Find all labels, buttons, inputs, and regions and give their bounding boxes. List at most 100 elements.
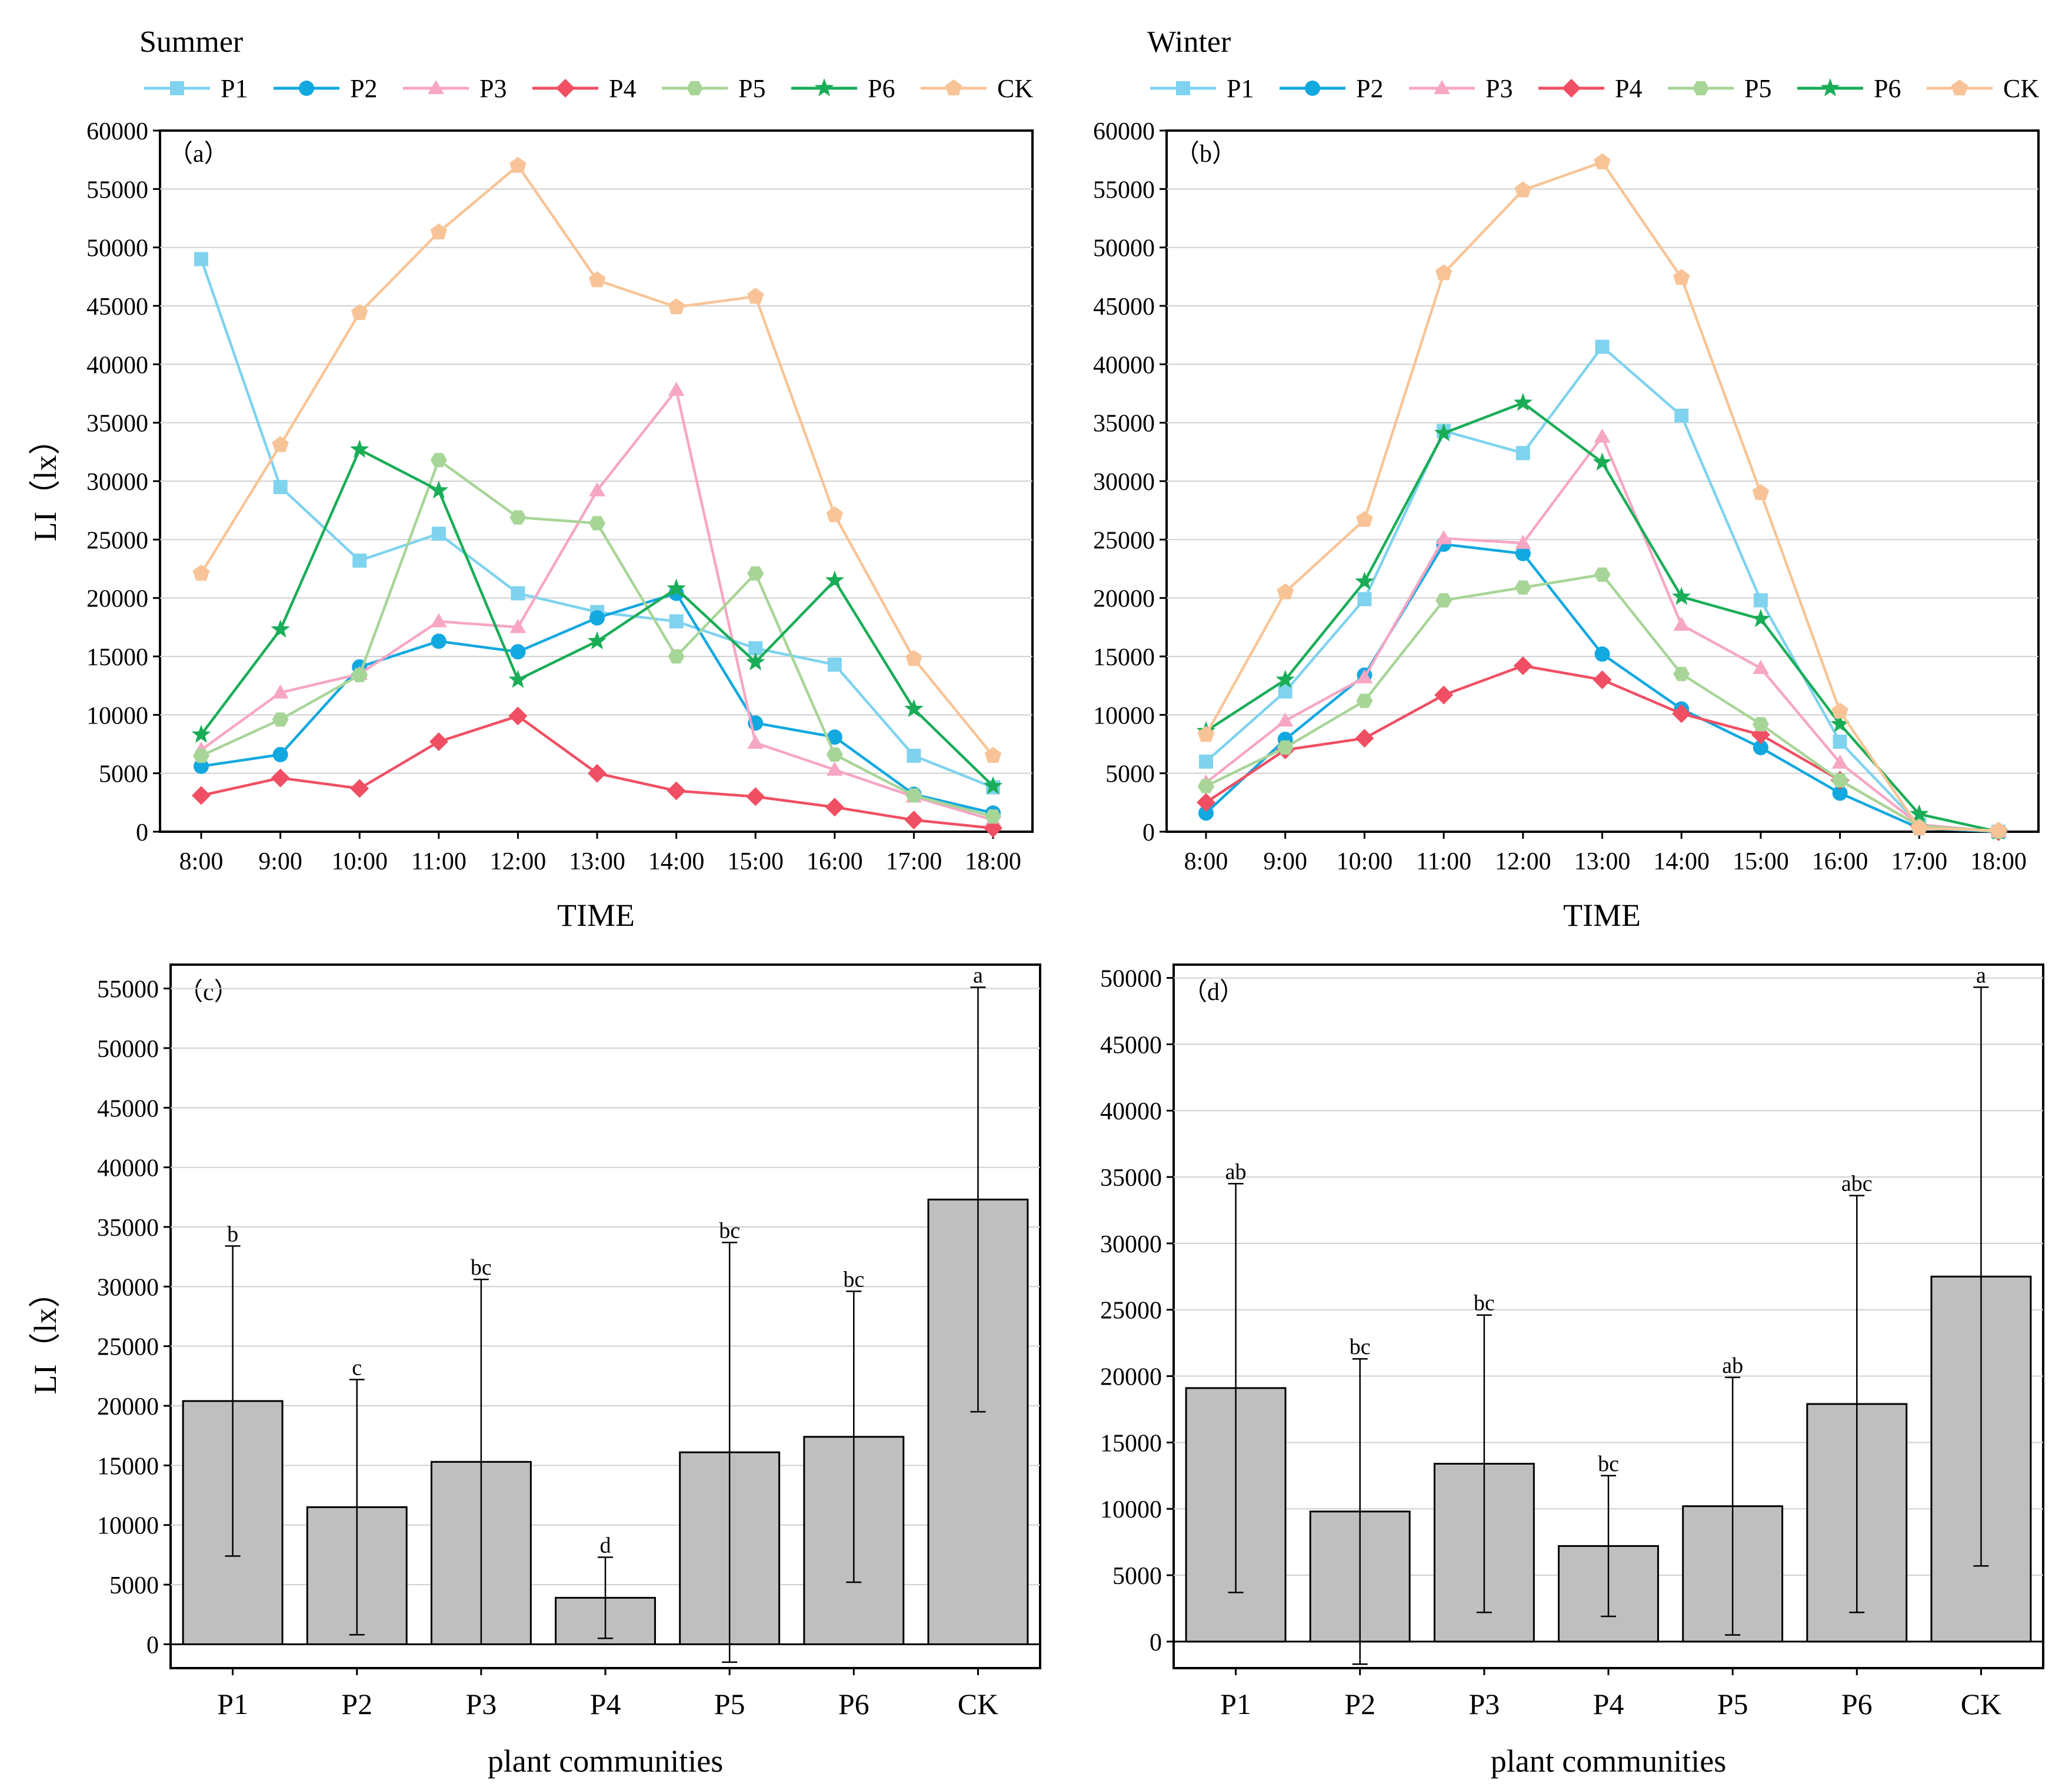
significance-letter: abc bbox=[1841, 1172, 1873, 1196]
legend-marker bbox=[687, 81, 703, 96]
series-p1 bbox=[1199, 339, 2006, 839]
bar-p5: ab bbox=[1682, 1353, 1784, 1643]
bar-ck: a bbox=[927, 963, 1029, 1645]
data-point bbox=[1753, 593, 1768, 608]
data-point bbox=[746, 652, 765, 671]
summer-line-chart: （a） TIME LI（lx） 0 5000 10000 15000 20000 2500… bbox=[28, 118, 1034, 933]
data-point bbox=[193, 748, 209, 763]
data-point bbox=[273, 479, 288, 494]
legend-marker bbox=[1693, 81, 1709, 96]
data-point bbox=[1355, 729, 1374, 748]
y-tick-label: 10000 bbox=[97, 1513, 159, 1540]
data-point bbox=[588, 271, 606, 288]
data-point bbox=[827, 729, 842, 745]
data-point bbox=[825, 798, 844, 817]
x-tick-label: 9:00 bbox=[1263, 848, 1307, 875]
legend-label: P4 bbox=[609, 74, 636, 103]
legend-label: CK bbox=[997, 74, 1033, 103]
y-tick-label: 10000 bbox=[1093, 702, 1155, 729]
summer-title: Summer bbox=[139, 25, 243, 59]
x-tick-label: 13:00 bbox=[1574, 848, 1631, 875]
legend-item-p2: P2 bbox=[1280, 74, 1383, 103]
legend-item-p5: P5 bbox=[1668, 74, 1771, 103]
winter-legend: P1 P2 P3 P4 P5 P6 CK bbox=[1150, 74, 2039, 103]
data-point bbox=[1832, 785, 1848, 801]
data-point bbox=[1831, 754, 1848, 769]
panel-label: （b） bbox=[1175, 141, 1237, 168]
data-point bbox=[509, 510, 527, 525]
y-tick-label: 30000 bbox=[1100, 1231, 1162, 1258]
x-tick-label: 10:00 bbox=[1337, 848, 1393, 875]
bar-p3: bc bbox=[1433, 1291, 1535, 1643]
legend-label: P6 bbox=[1874, 74, 1901, 103]
data-point bbox=[1275, 669, 1295, 688]
data-point bbox=[1753, 739, 1768, 755]
legend-item-ck: CK bbox=[1927, 74, 2039, 103]
data-point bbox=[1911, 819, 1928, 836]
data-point bbox=[352, 553, 367, 568]
x-tick-label: P2 bbox=[341, 1688, 372, 1720]
data-point bbox=[509, 619, 527, 633]
x-tick-label: 18:00 bbox=[965, 848, 1021, 875]
significance-letter: a bbox=[1976, 963, 1986, 988]
x-tick-label: 12:00 bbox=[490, 848, 547, 875]
data-point bbox=[668, 298, 685, 315]
legend-marker bbox=[814, 78, 834, 96]
data-point bbox=[1752, 483, 1770, 500]
y-tick-label: 5000 bbox=[1112, 1563, 1162, 1590]
data-point bbox=[1513, 392, 1533, 411]
data-point bbox=[1277, 740, 1294, 755]
bar-p6: bc bbox=[803, 1267, 905, 1645]
significance-letter: d bbox=[600, 1533, 611, 1558]
data-point bbox=[1593, 452, 1612, 471]
y-tick-label: 25000 bbox=[1093, 527, 1155, 554]
x-tick-label: 11:00 bbox=[411, 848, 467, 875]
y-tick-label: 5000 bbox=[109, 1572, 159, 1599]
data-point bbox=[747, 735, 764, 749]
data-point bbox=[1990, 822, 2007, 838]
x-tick-label: 15:00 bbox=[1733, 848, 1789, 875]
bar-p6: abc bbox=[1806, 1172, 1908, 1643]
x-tick-label: P6 bbox=[1841, 1688, 1873, 1720]
significance-letter: a bbox=[973, 963, 983, 988]
y-tick-label: 55000 bbox=[97, 976, 159, 1003]
data-point bbox=[667, 578, 686, 597]
data-point bbox=[589, 482, 605, 496]
x-tick-label: 14:00 bbox=[648, 848, 705, 875]
legend-label: P5 bbox=[1744, 74, 1771, 103]
y-tick-label: 15000 bbox=[97, 1453, 159, 1480]
significance-letter: bc bbox=[1350, 1335, 1371, 1359]
series-p6 bbox=[191, 439, 1003, 795]
legend-marker bbox=[945, 79, 962, 96]
data-point bbox=[511, 586, 525, 601]
bar-p1: ab bbox=[1185, 1159, 1287, 1643]
y-tick-label: 25000 bbox=[1100, 1298, 1162, 1325]
x-tick-label: 17:00 bbox=[1891, 848, 1947, 875]
data-point bbox=[191, 725, 211, 743]
data-point bbox=[508, 669, 528, 688]
legend-marker bbox=[1176, 81, 1190, 95]
y-tick-label: 0 bbox=[136, 819, 148, 846]
data-point bbox=[508, 706, 528, 726]
data-point bbox=[1830, 714, 1850, 732]
data-point bbox=[1594, 567, 1611, 582]
data-point bbox=[1672, 586, 1691, 605]
data-point bbox=[827, 657, 842, 672]
data-point bbox=[430, 223, 448, 239]
data-point bbox=[1753, 659, 1769, 674]
y-tick-label: 15000 bbox=[1093, 644, 1155, 671]
winter-line-chart: （b） TIME 0 5000 10000 15000 20000 25000 30000 3… bbox=[1093, 118, 2040, 933]
x-tick-label: P1 bbox=[1220, 1688, 1251, 1720]
data-point bbox=[1594, 428, 1611, 443]
x-axis-title: plant communities bbox=[1491, 1743, 1726, 1779]
data-point bbox=[1277, 712, 1294, 727]
y-tick-label: 5000 bbox=[1105, 761, 1155, 788]
data-point bbox=[351, 304, 368, 321]
bar-p1: b bbox=[182, 1222, 284, 1645]
series-p4 bbox=[192, 706, 1002, 838]
data-point bbox=[826, 506, 844, 522]
y-tick-label: 25000 bbox=[86, 527, 148, 554]
x-tick-label: P5 bbox=[714, 1688, 745, 1720]
data-point bbox=[192, 564, 210, 581]
data-point bbox=[192, 786, 211, 805]
